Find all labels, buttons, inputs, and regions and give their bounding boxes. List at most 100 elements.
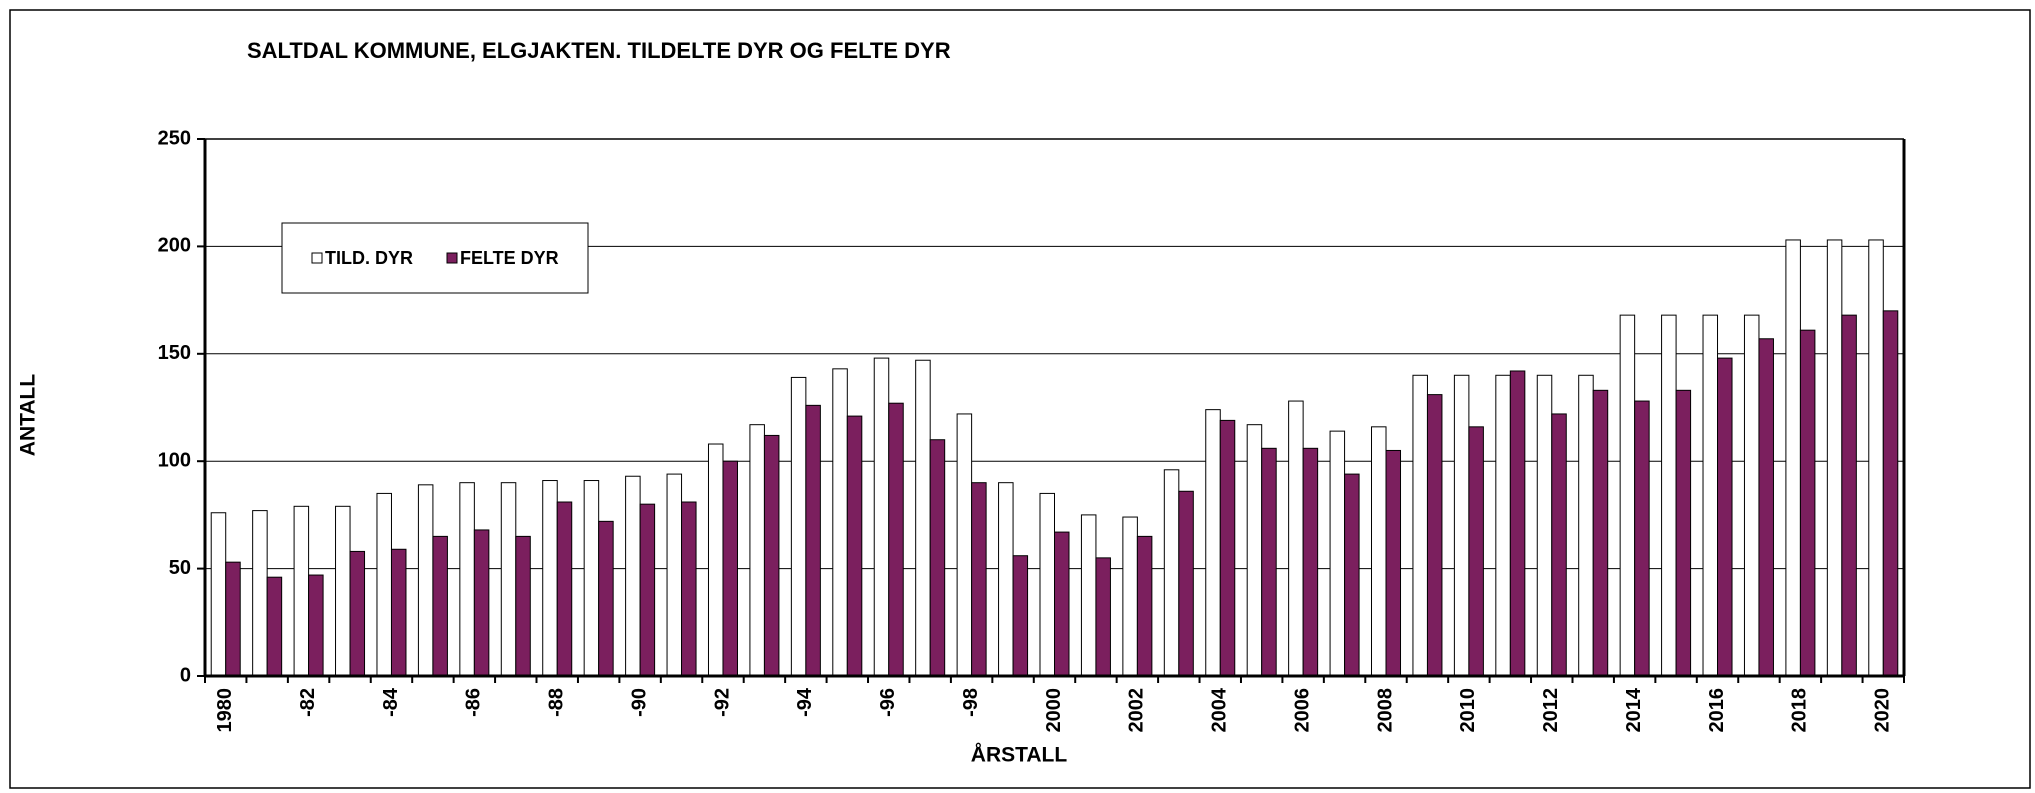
bar — [707, 443, 724, 677]
bar — [417, 484, 434, 677]
x-axis-label: ÅRSTALL — [971, 743, 1068, 767]
x-tick-label: -94 — [794, 687, 816, 717]
y-tick-label: 250 — [158, 127, 191, 149]
bar — [335, 505, 351, 677]
x-tick-label: -98 — [960, 688, 982, 717]
bar — [1453, 374, 1470, 677]
bar — [308, 574, 324, 677]
bar — [1178, 490, 1194, 677]
bar — [515, 535, 531, 677]
bar — [1743, 314, 1760, 677]
bar — [1592, 389, 1609, 677]
bar — [376, 492, 392, 677]
bar — [625, 475, 641, 677]
x-tick-label: 2010 — [1457, 688, 1479, 733]
y-tick-label: 50 — [169, 557, 191, 579]
x-tick-label: 2002 — [1126, 688, 1148, 733]
bar — [1717, 357, 1733, 677]
bar — [598, 520, 614, 677]
x-tick-label: -82 — [297, 688, 319, 717]
bar — [1826, 239, 1843, 677]
y-tick-label: 0 — [180, 664, 191, 686]
bar — [998, 482, 1014, 677]
x-tick-label: 2014 — [1623, 687, 1645, 732]
bar — [1095, 557, 1111, 677]
bar — [666, 473, 683, 677]
bar — [1509, 370, 1526, 677]
bar — [1495, 374, 1511, 677]
bar — [971, 482, 987, 677]
bar — [1661, 314, 1677, 677]
bar — [1039, 492, 1055, 677]
bar — [210, 512, 227, 677]
bar — [293, 505, 310, 677]
bar — [805, 404, 821, 677]
bar — [1163, 469, 1180, 677]
y-tick-label: 200 — [158, 235, 191, 257]
bar — [473, 529, 490, 677]
bar — [1551, 413, 1567, 677]
x-tick-label: 2016 — [1706, 688, 1728, 733]
x-tick-label: -88 — [546, 688, 568, 717]
bar — [915, 359, 931, 677]
legend-swatch — [446, 252, 458, 264]
bar — [846, 415, 863, 677]
y-tick-label: 150 — [158, 342, 191, 364]
x-tick-label: 2008 — [1374, 688, 1396, 733]
x-tick-label: 1980 — [214, 688, 236, 733]
bar — [432, 535, 448, 677]
bar — [763, 434, 780, 677]
bar — [929, 439, 946, 677]
x-tick-label: 2018 — [1789, 688, 1811, 733]
x-tick-label: 2004 — [1209, 687, 1231, 732]
bar — [1578, 374, 1594, 677]
bar — [1205, 409, 1221, 677]
bar — [1868, 239, 1884, 677]
bar — [749, 424, 765, 677]
bar — [349, 550, 366, 677]
frame — [9, 9, 2031, 789]
bar — [1371, 426, 1387, 677]
bar — [873, 357, 890, 677]
bar — [1468, 426, 1484, 677]
x-tick-label: -92 — [711, 688, 733, 717]
bar — [639, 503, 656, 677]
bar — [1219, 419, 1236, 677]
bar — [832, 368, 848, 677]
bar — [1675, 389, 1692, 677]
bar — [1882, 310, 1899, 677]
bar — [1426, 394, 1443, 677]
x-tick-label: 2020 — [1872, 688, 1894, 733]
bar — [459, 482, 475, 677]
legend-swatch — [311, 252, 323, 264]
x-tick-label: -84 — [380, 687, 402, 717]
bar — [500, 482, 517, 677]
bar — [1122, 516, 1138, 677]
legend-label: FELTE DYR — [460, 248, 559, 268]
bar — [1758, 338, 1774, 677]
x-tick-label: 2006 — [1291, 688, 1313, 733]
bar — [583, 480, 600, 677]
x-tick-label: -96 — [877, 688, 899, 717]
x-tick-label: 2000 — [1043, 688, 1065, 733]
bar — [1785, 239, 1801, 677]
bar — [266, 576, 283, 677]
y-axis-label: ANTALL — [17, 374, 40, 457]
bar — [225, 561, 241, 677]
bar — [956, 413, 973, 677]
bar — [1302, 447, 1319, 677]
bar — [542, 480, 558, 677]
bar — [1619, 314, 1636, 677]
y-tick-label: 100 — [158, 449, 191, 471]
bar — [1385, 449, 1402, 677]
bar — [1288, 400, 1304, 677]
bar — [1344, 473, 1360, 677]
bar — [1246, 424, 1263, 677]
bar — [1012, 555, 1029, 677]
bar — [1054, 531, 1070, 677]
bar — [681, 501, 697, 677]
bar — [722, 460, 738, 677]
legend-box — [281, 222, 589, 294]
bar — [1634, 400, 1650, 677]
